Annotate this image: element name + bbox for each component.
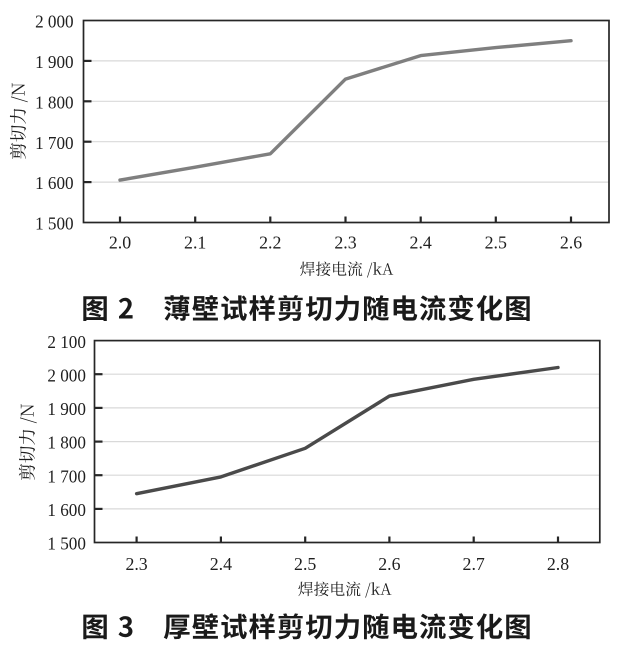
svg-text:2.3: 2.3 [334,233,356,253]
svg-text:2 100: 2 100 [47,332,86,352]
svg-text:2.0: 2.0 [109,233,131,253]
svg-text:2 000: 2 000 [47,365,86,385]
svg-text:1 900: 1 900 [35,52,74,72]
svg-text:2.6: 2.6 [560,233,582,253]
svg-text:2.7: 2.7 [463,554,485,574]
svg-text:2.5: 2.5 [294,554,316,574]
svg-text:1 800: 1 800 [47,433,86,453]
svg-text:1 700: 1 700 [35,133,74,153]
svg-text:2.4: 2.4 [410,233,432,253]
svg-text:1 800: 1 800 [35,93,74,113]
svg-text:2.4: 2.4 [210,554,232,574]
svg-text:2 000: 2 000 [35,12,74,32]
svg-text:2.2: 2.2 [259,233,281,253]
svg-text:1 500: 1 500 [47,534,86,554]
svg-text:1 700: 1 700 [47,466,86,486]
svg-text:1 900: 1 900 [47,399,86,419]
svg-text:2.5: 2.5 [485,233,507,253]
svg-text:2.3: 2.3 [125,554,147,574]
svg-text:1 600: 1 600 [35,173,74,193]
svg-text:2.6: 2.6 [378,554,400,574]
svg-text:2.1: 2.1 [184,233,206,253]
svg-text:1 600: 1 600 [47,500,86,520]
svg-text:1 500: 1 500 [35,214,74,234]
svg-text:2.8: 2.8 [547,554,569,574]
